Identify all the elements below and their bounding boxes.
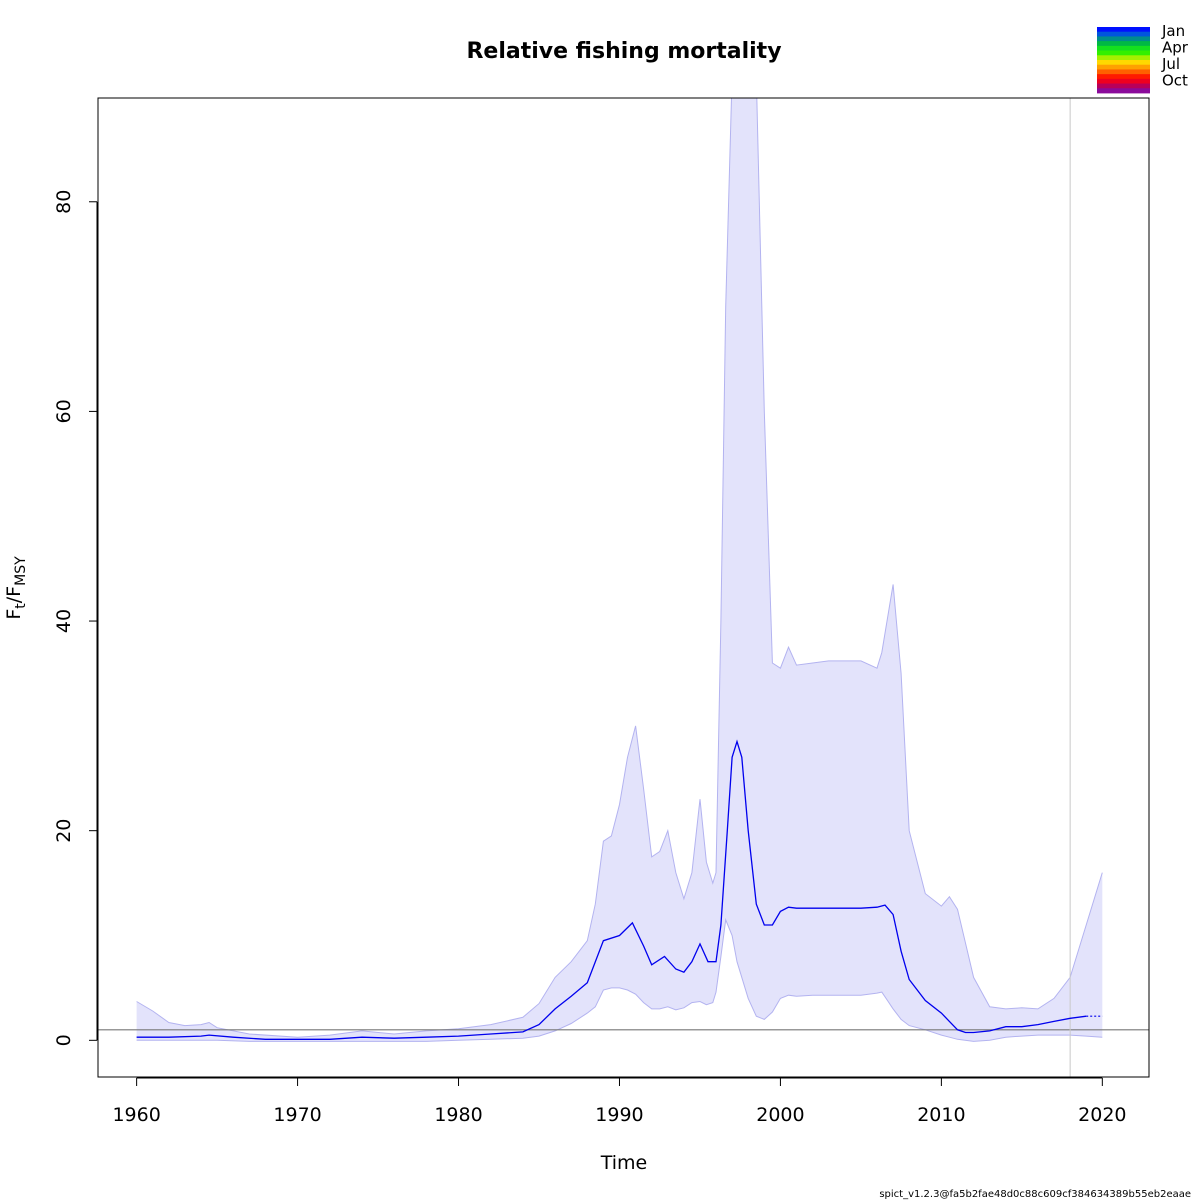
legend-color-swatch [1097, 83, 1150, 89]
y-tick-label: 60 [53, 399, 75, 423]
x-axis: 1960 1970 1980 1990 2000 2010 2020 [112, 1077, 1127, 1126]
x-tick-label: 1960 [112, 1104, 160, 1126]
y-axis: 0 20 40 60 80 [53, 190, 98, 1046]
legend-color-swatch [1097, 36, 1150, 42]
legend-color-swatch [1097, 88, 1150, 94]
y-label-main: F [3, 609, 25, 620]
y-tick-label: 80 [53, 190, 75, 214]
confidence-band-lower-edge [136, 917, 1103, 1042]
y-tick-label: 20 [53, 819, 75, 843]
y-axis-label: Ft/FMSY [3, 556, 29, 620]
legend-color-swatch [1097, 55, 1150, 61]
x-tick-label: 1990 [595, 1104, 643, 1126]
y-label-sub1: t [13, 603, 29, 609]
legend-month-label: Oct [1162, 72, 1188, 90]
plot-border [97, 97, 1150, 1078]
legend-color-swatch [1097, 45, 1150, 51]
version-footer: spict_v1.2.3@fa5b2fae48d0c88c609cf384634… [879, 1189, 1191, 1200]
x-tick-label: 2000 [756, 1104, 804, 1126]
legend-color-swatch [1097, 27, 1150, 33]
legend-month-label: Jul [1161, 55, 1180, 73]
series-line-estimate [136, 739, 1087, 1040]
confidence-band [136, 98, 1103, 1042]
y-tick-label: 0 [53, 1034, 75, 1046]
legend-color-swatch [1097, 69, 1150, 75]
y-label-sub2: MSY [13, 556, 29, 586]
legend-month-label: Jan [1161, 22, 1185, 40]
legend-color-swatch [1097, 31, 1150, 37]
confidence-band-upper-edge [136, 98, 1103, 1038]
plot-area [97, 97, 1150, 1078]
legend-color-swatch [1097, 64, 1150, 70]
x-tick-label: 1970 [273, 1104, 321, 1126]
legend-color-swatch [1097, 60, 1150, 66]
y-tick-label: 40 [53, 609, 75, 633]
x-axis-label: Time [600, 1152, 648, 1174]
legend-color-swatch [1097, 74, 1150, 80]
legend-color-swatch [1097, 78, 1150, 84]
x-tick-label: 1980 [434, 1104, 482, 1126]
x-tick-label: 2020 [1078, 1104, 1126, 1126]
y-label-sep: /F [3, 586, 25, 603]
legend-color-swatch [1097, 50, 1150, 56]
legend-color-swatch [1097, 41, 1150, 47]
x-tick-label: 2010 [917, 1104, 965, 1126]
chart-title: Relative fishing mortality [466, 39, 781, 64]
legend-month-label: Apr [1162, 39, 1189, 57]
